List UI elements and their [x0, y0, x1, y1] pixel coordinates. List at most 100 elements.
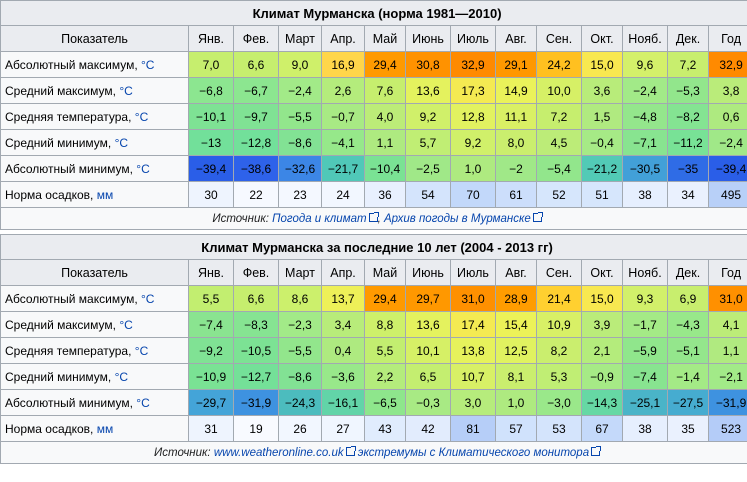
- month-value-cell: 54: [406, 182, 450, 207]
- month-value-cell: 7,2: [537, 104, 581, 129]
- month-value-cell: 61: [496, 182, 536, 207]
- row-label: Абсолютный минимум,: [5, 395, 133, 410]
- month-value-cell: 51: [582, 182, 622, 207]
- month-value-cell: 29,4: [365, 52, 405, 77]
- unit-link[interactable]: °C: [141, 291, 155, 306]
- column-header-month: Нояб.: [623, 260, 667, 285]
- month-value-cell: −4,1: [322, 130, 364, 155]
- month-value-cell: 9,0: [279, 52, 321, 77]
- month-value-cell: −0,9: [582, 364, 622, 389]
- year-value-cell: 495: [709, 182, 747, 207]
- column-header-month: Авг.: [496, 260, 536, 285]
- external-link-icon: [345, 445, 356, 456]
- month-value-cell: 13,6: [406, 78, 450, 103]
- unit-link[interactable]: °C: [136, 161, 150, 176]
- table-row: Средний максимум, °C −7,4 −8,3 −2,3 3,4 8,8 13…: [1, 312, 747, 337]
- month-value-cell: −5,9: [623, 338, 667, 363]
- month-value-cell: −6,7: [234, 78, 278, 103]
- source-link[interactable]: экстремумы с Климатического монитора: [357, 446, 590, 459]
- row-label-cell: Норма осадков, мм: [1, 182, 188, 207]
- month-value-cell: 3,0: [451, 390, 495, 415]
- month-value-cell: 7,2: [668, 52, 708, 77]
- month-value-cell: 3,9: [582, 312, 622, 337]
- month-value-cell: 8,6: [279, 286, 321, 311]
- month-value-cell: −27,5: [668, 390, 708, 415]
- row-label: Абсолютный максимум,: [5, 57, 138, 72]
- month-value-cell: −9,7: [234, 104, 278, 129]
- row-label-cell: Средняя температура, °C: [1, 338, 188, 363]
- month-value-cell: 3,4: [322, 312, 364, 337]
- month-value-cell: 12,5: [496, 338, 536, 363]
- month-value-cell: 7,6: [365, 78, 405, 103]
- year-value-cell: 0,6: [709, 104, 747, 129]
- month-value-cell: 1,5: [582, 104, 622, 129]
- column-header-indicator: Показатель: [1, 260, 188, 285]
- month-value-cell: 38: [623, 416, 667, 441]
- month-value-cell: 13,8: [451, 338, 495, 363]
- row-label-cell: Средний максимум, °C: [1, 78, 188, 103]
- month-value-cell: 10,9: [537, 312, 581, 337]
- month-value-cell: −32,6: [279, 156, 321, 181]
- table-row: Средняя температура, °C −10,1 −9,7 −5,5 −0,7…: [1, 104, 747, 129]
- month-value-cell: 28,9: [496, 286, 536, 311]
- month-value-cell: −7,4: [189, 312, 233, 337]
- unit-link[interactable]: мм: [96, 421, 114, 436]
- unit-link[interactable]: °C: [136, 395, 150, 410]
- month-value-cell: −1,7: [623, 312, 667, 337]
- unit-link[interactable]: °C: [114, 369, 129, 384]
- month-value-cell: −8,3: [234, 312, 278, 337]
- month-value-cell: −0,4: [582, 130, 622, 155]
- month-value-cell: −5,3: [668, 78, 708, 103]
- unit-link[interactable]: °C: [114, 135, 129, 150]
- month-value-cell: 15,4: [496, 312, 536, 337]
- month-value-cell: −30,5: [623, 156, 667, 181]
- source-link[interactable]: Погода и климат: [272, 212, 367, 225]
- month-value-cell: −2: [496, 156, 536, 181]
- month-value-cell: −0,7: [322, 104, 364, 129]
- month-value-cell: 24,2: [537, 52, 581, 77]
- month-value-cell: 1,1: [365, 130, 405, 155]
- row-label: Норма осадков,: [5, 421, 94, 436]
- month-value-cell: 23: [279, 182, 321, 207]
- column-header-month: Янв.: [189, 26, 233, 51]
- month-value-cell: −21,2: [582, 156, 622, 181]
- month-value-cell: −3,0: [537, 390, 581, 415]
- column-header-month: Авг.: [496, 26, 536, 51]
- column-header-month: Окт.: [582, 26, 622, 51]
- unit-link[interactable]: °C: [134, 109, 149, 124]
- month-value-cell: 43: [365, 416, 405, 441]
- table-row: Норма осадков, мм 30 22 23 24 36 54 70 61 52 51 38 3…: [1, 182, 747, 207]
- month-value-cell: 70: [451, 182, 495, 207]
- source-separator: ,: [377, 212, 384, 225]
- month-value-cell: −8,2: [668, 104, 708, 129]
- source-link[interactable]: Архив погоды в Мурманске: [383, 212, 531, 225]
- header-row: Показатель Янв. Фев. Март Апр. Май Июнь Июль Авг…: [1, 260, 747, 285]
- month-value-cell: 35: [668, 416, 708, 441]
- column-header-month: Июнь: [406, 26, 450, 51]
- source-link[interactable]: www.weatheronline.co.uk: [213, 446, 344, 459]
- month-value-cell: −9,2: [189, 338, 233, 363]
- table-row: Средний максимум, °C −6,8 −6,7 −2,4 2,6 7,6 13…: [1, 78, 747, 103]
- month-value-cell: 24: [322, 182, 364, 207]
- column-header-month: Янв.: [189, 260, 233, 285]
- month-value-cell: 8,8: [365, 312, 405, 337]
- month-value-cell: −10,4: [365, 156, 405, 181]
- row-label-cell: Абсолютный минимум, °C: [1, 156, 188, 181]
- unit-link[interactable]: °C: [119, 317, 133, 332]
- header-row: Показатель Янв. Фев. Март Апр. Май Июнь Июль Авг…: [1, 26, 747, 51]
- month-value-cell: 29,1: [496, 52, 536, 77]
- month-value-cell: 27: [322, 416, 364, 441]
- month-value-cell: 34: [668, 182, 708, 207]
- month-value-cell: 57: [496, 416, 536, 441]
- unit-link[interactable]: мм: [96, 187, 114, 202]
- month-value-cell: 42: [406, 416, 450, 441]
- unit-link[interactable]: °C: [141, 57, 155, 72]
- unit-link[interactable]: °C: [119, 83, 133, 98]
- column-header-month: Март: [279, 260, 321, 285]
- unit-link[interactable]: °C: [134, 343, 149, 358]
- month-value-cell: 4,5: [537, 130, 581, 155]
- column-header-month: Год: [709, 260, 747, 285]
- month-value-cell: 8,1: [496, 364, 536, 389]
- row-label: Средний максимум,: [5, 83, 116, 98]
- month-value-cell: 36: [365, 182, 405, 207]
